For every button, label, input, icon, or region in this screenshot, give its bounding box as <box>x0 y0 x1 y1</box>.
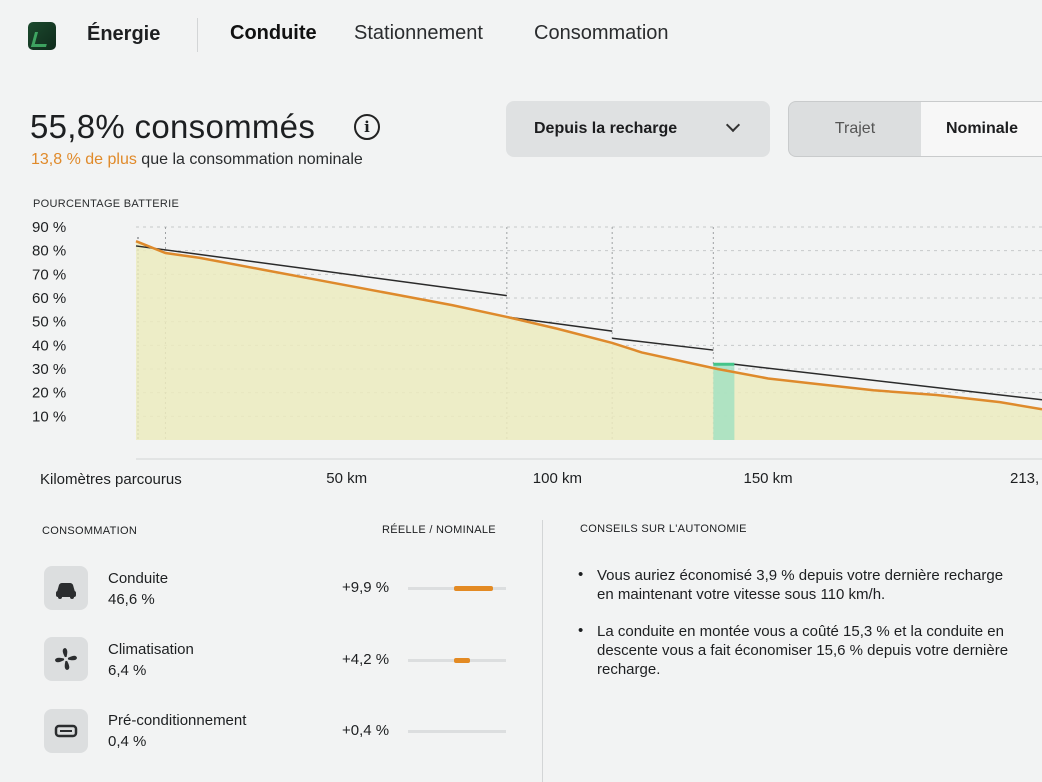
tip-bullet: • <box>578 622 584 639</box>
nominal-line-segment <box>135 245 507 297</box>
y-tick-label: 30 % <box>32 361 66 378</box>
tip-item: La conduite en montée vous a coûté 15,3 … <box>597 623 1009 678</box>
tab-conduite[interactable]: Conduite <box>230 22 317 44</box>
x-tick-label: 213, <box>1010 470 1039 487</box>
row-pct-climatisation: 6,4 % <box>108 662 147 679</box>
nominal-line-segment <box>734 363 1042 401</box>
row-delta-conduite: +9,9 % <box>342 579 390 596</box>
comparison-toggle: Trajet Nominale <box>788 101 1042 157</box>
row-delta-climatisation: +4,2 % <box>342 651 390 668</box>
y-tick-label: 50 % <box>32 314 66 331</box>
page-title: 55,8% consommés <box>30 108 316 145</box>
y-tick-label: 70 % <box>32 266 66 283</box>
row-pct-preconditionnement: 0,4 % <box>108 733 147 750</box>
page-subtitle: 13,8 % de plus que la consommation nomin… <box>31 151 363 169</box>
y-tick-label: 90 % <box>32 219 66 236</box>
real-nominal-heading: RÉELLE / NOMINALE <box>382 524 496 536</box>
battery-icon <box>44 709 88 753</box>
fan-icon <box>44 637 88 681</box>
tip-bullet: • <box>578 566 584 583</box>
nav-divider <box>197 18 198 52</box>
chart-title: POURCENTAGE BATTERIE <box>33 198 180 210</box>
delta-bar-climatisation <box>408 658 506 663</box>
row-name-preconditionnement: Pré-conditionnement <box>108 712 247 729</box>
subtitle-rest: que la consommation nominale <box>136 151 363 168</box>
info-circle-icon[interactable]: i <box>354 114 380 140</box>
delta-bar-conduite <box>408 586 506 591</box>
x-tick-label: 150 km <box>743 470 792 487</box>
battery-chart: 90 % 80 % 70 % 60 % 50 % 40 % 30 % 20 % 10 % Kilo… <box>32 219 1042 488</box>
x-axis-label: Kilomètres parcourus <box>40 471 182 488</box>
app-title: Énergie <box>87 23 161 45</box>
y-tick-label: 60 % <box>32 290 66 307</box>
x-tick-label: 50 km <box>326 470 367 487</box>
delta-bar-fill-climatisation <box>454 658 470 663</box>
y-tick-label: 20 % <box>32 385 66 402</box>
energy-app-icon <box>28 22 56 50</box>
consumption-heading: CONSOMMATION <box>42 525 138 537</box>
tip-item: Vous auriez économisé 3,9 % depuis votre… <box>597 567 1004 603</box>
toggle-trajet[interactable]: Trajet <box>834 120 876 137</box>
consumption-area <box>136 241 1042 440</box>
tab-consommation[interactable]: Consommation <box>534 22 669 44</box>
row-pct-conduite: 46,6 % <box>108 591 155 608</box>
x-tick-label: 100 km <box>533 470 582 487</box>
toggle-nominale[interactable]: Nominale <box>921 102 1042 156</box>
delta-bar-preconditionnement <box>408 730 506 733</box>
tab-stationnement[interactable]: Stationnement <box>354 22 483 44</box>
chevron-down-icon <box>725 117 741 133</box>
y-tick-label: 10 % <box>32 408 66 425</box>
charge-event-bar <box>713 364 735 440</box>
row-name-conduite: Conduite <box>108 570 169 587</box>
tips-heading: CONSEILS SUR L'AUTONOMIE <box>580 523 747 535</box>
y-tick-label: 40 % <box>32 337 66 354</box>
y-tick-label: 80 % <box>32 243 66 260</box>
period-dropdown-value: Depuis la recharge <box>534 120 678 137</box>
period-dropdown[interactable]: Depuis la recharge <box>506 101 770 157</box>
top-nav: Énergie Conduite Stationnement Consommat… <box>0 0 1042 70</box>
car-icon <box>44 566 88 610</box>
row-delta-preconditionnement: +0,4 % <box>342 722 390 739</box>
nominal-line-segment <box>506 316 613 332</box>
real-consumption-line <box>135 240 1042 411</box>
row-name-climatisation: Climatisation <box>108 641 194 658</box>
nominal-line-segment <box>612 337 714 351</box>
delta-bar-fill-conduite <box>454 586 493 591</box>
subtitle-accent: 13,8 % de plus <box>31 151 137 168</box>
section-divider <box>542 520 543 782</box>
